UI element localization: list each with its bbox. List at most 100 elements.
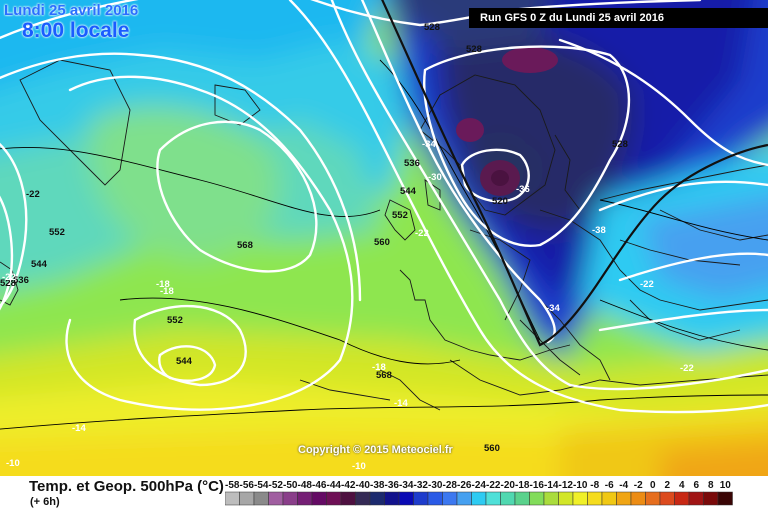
legend-swatch xyxy=(500,491,516,506)
legend-tick-label: 10 xyxy=(720,480,732,491)
forecast-time: 8:00 locale xyxy=(22,19,130,42)
legend-swatch xyxy=(340,491,356,506)
svg-text:-14: -14 xyxy=(394,398,408,409)
legend-swatch xyxy=(427,491,443,506)
legend-tick-label: -4 xyxy=(619,480,628,491)
svg-text:528: 528 xyxy=(466,44,482,55)
svg-text:-22: -22 xyxy=(2,272,16,283)
svg-text:-22: -22 xyxy=(26,189,40,200)
legend-tick-label: -28 xyxy=(443,480,458,491)
legend-swatch xyxy=(529,491,545,506)
legend-tick-label: -24 xyxy=(472,480,487,491)
run-info: Run GFS 0 Z du Lundi 25 avril 2016 xyxy=(469,8,768,28)
legend-swatch xyxy=(456,491,472,506)
legend-swatch xyxy=(225,491,240,506)
legend-swatch xyxy=(413,491,429,506)
legend-swatch xyxy=(311,491,327,506)
legend-swatch xyxy=(543,491,559,506)
copyright-notice: Copyright © 2015 Meteociel.fr xyxy=(298,444,453,456)
legend-swatch xyxy=(703,491,719,506)
legend-swatch xyxy=(239,491,255,506)
legend-tick-label: -2 xyxy=(634,480,643,491)
svg-text:-34: -34 xyxy=(546,303,560,314)
forecast-offset: (+ 6h) xyxy=(30,496,60,508)
svg-text:552: 552 xyxy=(167,315,183,326)
legend-tick-label: -8 xyxy=(590,480,599,491)
legend-swatch xyxy=(717,491,733,506)
legend-swatch xyxy=(688,491,704,506)
legend-tick-label: -20 xyxy=(501,480,516,491)
svg-text:552: 552 xyxy=(49,227,65,238)
svg-text:-10: -10 xyxy=(6,458,20,469)
legend-tick-label: -52 xyxy=(269,480,284,491)
legend-tick-label: 6 xyxy=(693,480,699,491)
svg-text:-22: -22 xyxy=(640,279,654,290)
svg-text:528: 528 xyxy=(612,139,628,150)
svg-text:536: 536 xyxy=(13,275,29,286)
svg-text:560: 560 xyxy=(374,237,390,248)
legend-tick-label: -14 xyxy=(544,480,559,491)
legend-bar: Temp. et Geop. 500hPa (°C) (+ 6h) -58 -56… xyxy=(0,476,768,512)
svg-text:520: 520 xyxy=(492,196,508,207)
legend-swatch xyxy=(572,491,588,506)
legend-tick-label: -18 xyxy=(515,480,530,491)
legend-swatch xyxy=(369,491,385,506)
white-line-thick xyxy=(381,0,768,347)
svg-text:552: 552 xyxy=(392,210,408,221)
geopotential-labels: 528 528 536 544 552 560 568 552 544 520 … xyxy=(0,22,628,454)
svg-text:-18: -18 xyxy=(156,279,170,290)
svg-text:-22: -22 xyxy=(680,363,694,374)
legend-swatch xyxy=(398,491,414,506)
legend-swatch xyxy=(471,491,487,506)
legend-swatch xyxy=(616,491,632,506)
legend-tick-label: -12 xyxy=(559,480,574,491)
legend-tick-label: -10 xyxy=(573,480,588,491)
legend-tick-label: -42 xyxy=(341,480,356,491)
legend-swatch xyxy=(645,491,661,506)
cold-core-blobs xyxy=(456,47,558,196)
legend-tick-label: -40 xyxy=(356,480,371,491)
legend-swatch xyxy=(282,491,298,506)
legend-tick-label: -6 xyxy=(605,480,614,491)
svg-text:544: 544 xyxy=(31,259,48,270)
color-scale: -58 -56 -54 -52 -50 -48 -46 -44 -42 -40 -38 -36 -34-… xyxy=(225,480,733,506)
legend-tick-label: -36 xyxy=(385,480,400,491)
svg-text:568: 568 xyxy=(237,240,253,251)
svg-text:568: 568 xyxy=(376,370,392,381)
legend-tick-label: -30 xyxy=(428,480,443,491)
legend-swatch xyxy=(326,491,342,506)
svg-text:-14: -14 xyxy=(72,423,86,434)
svg-text:560: 560 xyxy=(484,443,500,454)
legend-tick-label: -38 xyxy=(370,480,385,491)
svg-text:-38: -38 xyxy=(592,225,606,236)
legend-tick-label: 8 xyxy=(708,480,714,491)
legend-tick-label: -16 xyxy=(530,480,545,491)
legend-tick-label: -58 xyxy=(225,480,240,491)
svg-text:544: 544 xyxy=(176,356,193,367)
legend-tick-label: 4 xyxy=(679,480,685,491)
legend-tick-label: -32 xyxy=(414,480,429,491)
legend-tick-label: -22 xyxy=(486,480,501,491)
legend-swatch xyxy=(297,491,313,506)
svg-text:-22: -22 xyxy=(415,228,429,239)
legend-swatch xyxy=(674,491,690,506)
temperature-labels: -22 -34 -30 -36 -38 -34 -22 -22 -18 -18 … xyxy=(2,139,694,472)
svg-text:-18: -18 xyxy=(372,362,386,373)
legend-tick-label: -50 xyxy=(283,480,298,491)
svg-text:-36: -36 xyxy=(516,184,530,195)
legend-swatch xyxy=(514,491,530,506)
legend-swatch xyxy=(587,491,603,506)
legend-swatch xyxy=(558,491,574,506)
legend-tick-label: -48 xyxy=(298,480,313,491)
legend-swatch xyxy=(485,491,501,506)
svg-text:-34: -34 xyxy=(422,139,436,150)
legend-tick-label: -54 xyxy=(254,480,269,491)
legend-swatch xyxy=(384,491,400,506)
legend-swatch xyxy=(630,491,646,506)
legend-tick-label: 0 xyxy=(650,480,656,491)
legend-swatch xyxy=(601,491,617,506)
legend-tick-label: -26 xyxy=(457,480,472,491)
map-canvas: 528 528 536 544 552 560 568 552 544 520 … xyxy=(0,0,768,476)
legend-tick-label: -56 xyxy=(240,480,255,491)
legend-swatch xyxy=(253,491,269,506)
